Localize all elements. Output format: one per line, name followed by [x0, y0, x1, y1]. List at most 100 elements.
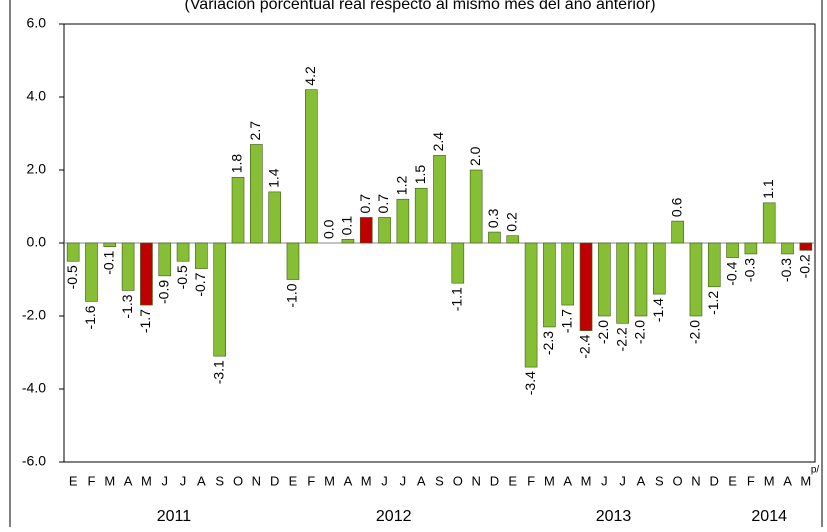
value-label: 0.2 [503, 212, 519, 232]
x-tick-label: A [417, 473, 426, 488]
bar [653, 242, 666, 295]
value-label: 4.2 [302, 66, 318, 86]
x-tick-label: J [400, 473, 407, 488]
x-tick-label: F [87, 473, 95, 488]
bar [451, 242, 465, 284]
x-tick-label: J [180, 473, 187, 488]
x-tick-label: N [471, 473, 480, 488]
x-tick-label: N [691, 473, 700, 488]
bar [304, 89, 318, 244]
bar [616, 242, 629, 324]
bar [488, 231, 501, 244]
bar [268, 191, 281, 244]
value-label: -1.6 [82, 305, 98, 329]
x-tick-label: M [104, 473, 115, 488]
value-label: 2.7 [247, 121, 263, 141]
value-label: -0.5 [174, 265, 190, 289]
year-label: 2013 [596, 508, 632, 525]
x-tick-label: A [344, 473, 353, 488]
bar [66, 242, 80, 262]
x-tick-label: D [270, 473, 279, 488]
x-tick-label: M [581, 473, 592, 488]
bar [469, 169, 483, 244]
bar [286, 242, 300, 280]
bar [378, 217, 391, 244]
value-label: -2.0 [632, 320, 648, 344]
bar [781, 242, 794, 255]
value-label: 0.6 [668, 197, 684, 217]
bar [341, 239, 355, 244]
value-label: 0.3 [485, 208, 501, 228]
value-label: -1.3 [119, 294, 135, 318]
y-tick-label: 2.0 [27, 161, 47, 177]
value-label: -3.4 [522, 371, 538, 395]
bar [359, 217, 373, 244]
value-label: -0.7 [192, 272, 208, 296]
y-tick-label: -2.0 [22, 307, 46, 323]
value-label: 2.0 [467, 146, 483, 166]
bar [103, 242, 117, 247]
year-label: 2014 [751, 508, 787, 525]
bar [762, 202, 776, 244]
x-tick-label: S [215, 473, 224, 488]
x-tick-label: M [544, 473, 555, 488]
x-tick-label: A [637, 473, 646, 488]
x-tick-label: E [69, 473, 78, 488]
frame [9, 0, 823, 532]
month-note: p/ [811, 465, 820, 476]
bar [231, 177, 245, 244]
value-label: -1.7 [558, 309, 574, 333]
y-tick-label: -4.0 [22, 380, 46, 396]
x-tick-label: A [197, 473, 206, 488]
value-label: -0.9 [155, 280, 171, 304]
x-tick-label: E [508, 473, 517, 488]
x-tick-label: S [655, 473, 664, 488]
value-label: -0.3 [778, 258, 794, 282]
x-tick-label: D [490, 473, 499, 488]
bar [85, 242, 98, 302]
bar [195, 242, 208, 269]
y-tick-label: -6.0 [22, 453, 46, 469]
bar [414, 187, 428, 244]
bar [140, 242, 153, 306]
bar [543, 242, 556, 328]
bar [689, 242, 703, 317]
year-label: 2012 [376, 508, 412, 525]
bar [561, 242, 575, 306]
value-label: -0.3 [742, 258, 758, 282]
year-label: 2011 [157, 508, 192, 525]
value-label: 1.8 [229, 154, 245, 174]
x-tick-label: O [673, 473, 683, 488]
value-label: 2.4 [430, 132, 446, 152]
y-tick-label: 6.0 [27, 15, 47, 31]
bar [524, 242, 538, 368]
bar [506, 235, 520, 244]
value-label: -0.2 [797, 254, 813, 278]
bar [213, 242, 226, 357]
value-label: 1.4 [265, 168, 281, 188]
bar [707, 242, 721, 288]
chart-subtitle: (Variación porcentual real respecto al m… [184, 0, 655, 13]
value-label: -0.4 [723, 261, 739, 285]
x-tick-label: M [764, 473, 775, 488]
bar [579, 242, 593, 331]
x-tick-label: M [361, 473, 372, 488]
bar [121, 242, 135, 291]
value-label: -1.2 [705, 291, 721, 315]
x-tick-label: J [381, 473, 388, 488]
x-tick-label: J [601, 473, 608, 488]
value-label: -2.4 [577, 334, 593, 358]
x-tick-label: F [747, 473, 755, 488]
y-tick-label: 0.0 [27, 234, 47, 250]
bar [598, 242, 611, 317]
bar [799, 242, 813, 251]
x-tick-label: F [527, 473, 535, 488]
x-tick-label: O [453, 473, 463, 488]
value-label: 0.1 [339, 216, 355, 236]
value-label: 1.5 [412, 165, 428, 185]
value-label: -1.7 [137, 309, 153, 333]
bar [634, 242, 648, 317]
x-tick-label: A [124, 473, 133, 488]
bar [726, 242, 739, 258]
value-label: -2.0 [595, 320, 611, 344]
